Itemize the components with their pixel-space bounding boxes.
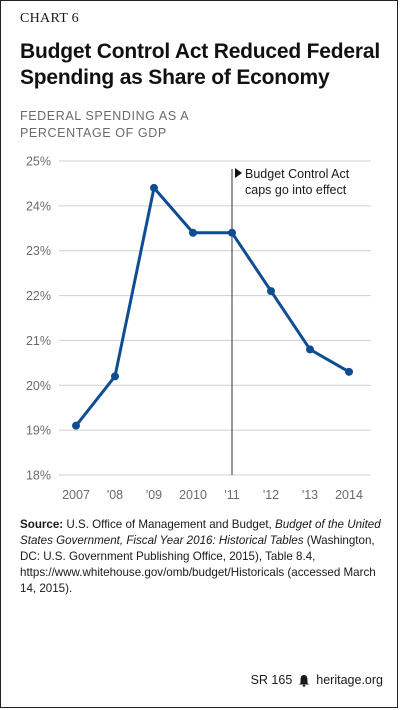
annotation-text-line-1: Budget Control Act [245, 167, 350, 181]
x-tick-label: 2014 [335, 488, 363, 502]
data-point [150, 183, 158, 192]
x-tick-label: '08 [107, 488, 123, 502]
y-tick-label: 19% [26, 424, 51, 438]
footer: SR 165 heritage.org [251, 673, 383, 687]
data-point [189, 228, 197, 237]
chart-title: Budget Control Act Reduced Federal Spend… [20, 39, 390, 91]
y-tick-label: 24% [26, 199, 51, 213]
source-note: Source: U.S. Office of Management and Bu… [20, 517, 385, 597]
chart-title-line-2: Spending as Share of Economy [20, 66, 330, 89]
x-tick-label: '13 [302, 488, 318, 502]
data-point [345, 367, 353, 376]
x-tick-label: 2010 [179, 488, 207, 502]
line-chart: 18% 19% 20% 21% 22% 23% 24% 25% 2007 '08 '09 2010 '… [26, 155, 371, 502]
data-point [72, 421, 80, 430]
x-tick-label: '09 [146, 488, 162, 502]
x-tick-label: 2007 [62, 488, 90, 502]
series-line [74, 186, 350, 427]
chart-number: CHART 6 [20, 11, 79, 26]
y-axis-label: FEDERAL SPENDING AS A PERCENTAGE OF GDP [20, 108, 250, 142]
x-tick-label: '12 [263, 488, 279, 502]
data-point [267, 287, 275, 296]
source-text-1: U.S. Office of Management and Budget, [63, 518, 275, 531]
x-tick-label: '11 [224, 488, 239, 502]
source-label: Source: [20, 518, 64, 531]
data-point [306, 345, 314, 354]
source-title: Budget of the United States Government, … [20, 518, 381, 547]
source-text-2: (Washington, DC: U.S. Government Publish… [20, 534, 376, 595]
data-point [111, 372, 119, 381]
y-axis-label-line-1: FEDERAL SPENDING AS A [20, 109, 190, 123]
y-tick-label: 20% [26, 379, 51, 393]
y-axis-label-line-2: PERCENTAGE OF GDP [20, 126, 167, 140]
annotation-text-line-2: caps go into effect [245, 183, 347, 197]
liberty-bell-icon [299, 674, 310, 687]
chart-title-line-1: Budget Control Act Reduced Federal [20, 40, 380, 63]
y-tick-label: 21% [26, 334, 51, 348]
y-tick-label: 25% [26, 155, 51, 169]
report-number: SR 165 [250, 673, 293, 687]
data-point [228, 228, 236, 237]
y-tick-label: 18% [26, 469, 51, 483]
annotation-arrow-icon [235, 168, 242, 178]
site-name: heritage.org [316, 673, 383, 687]
y-tick-label: 22% [26, 289, 51, 303]
y-tick-label: 23% [26, 244, 51, 258]
